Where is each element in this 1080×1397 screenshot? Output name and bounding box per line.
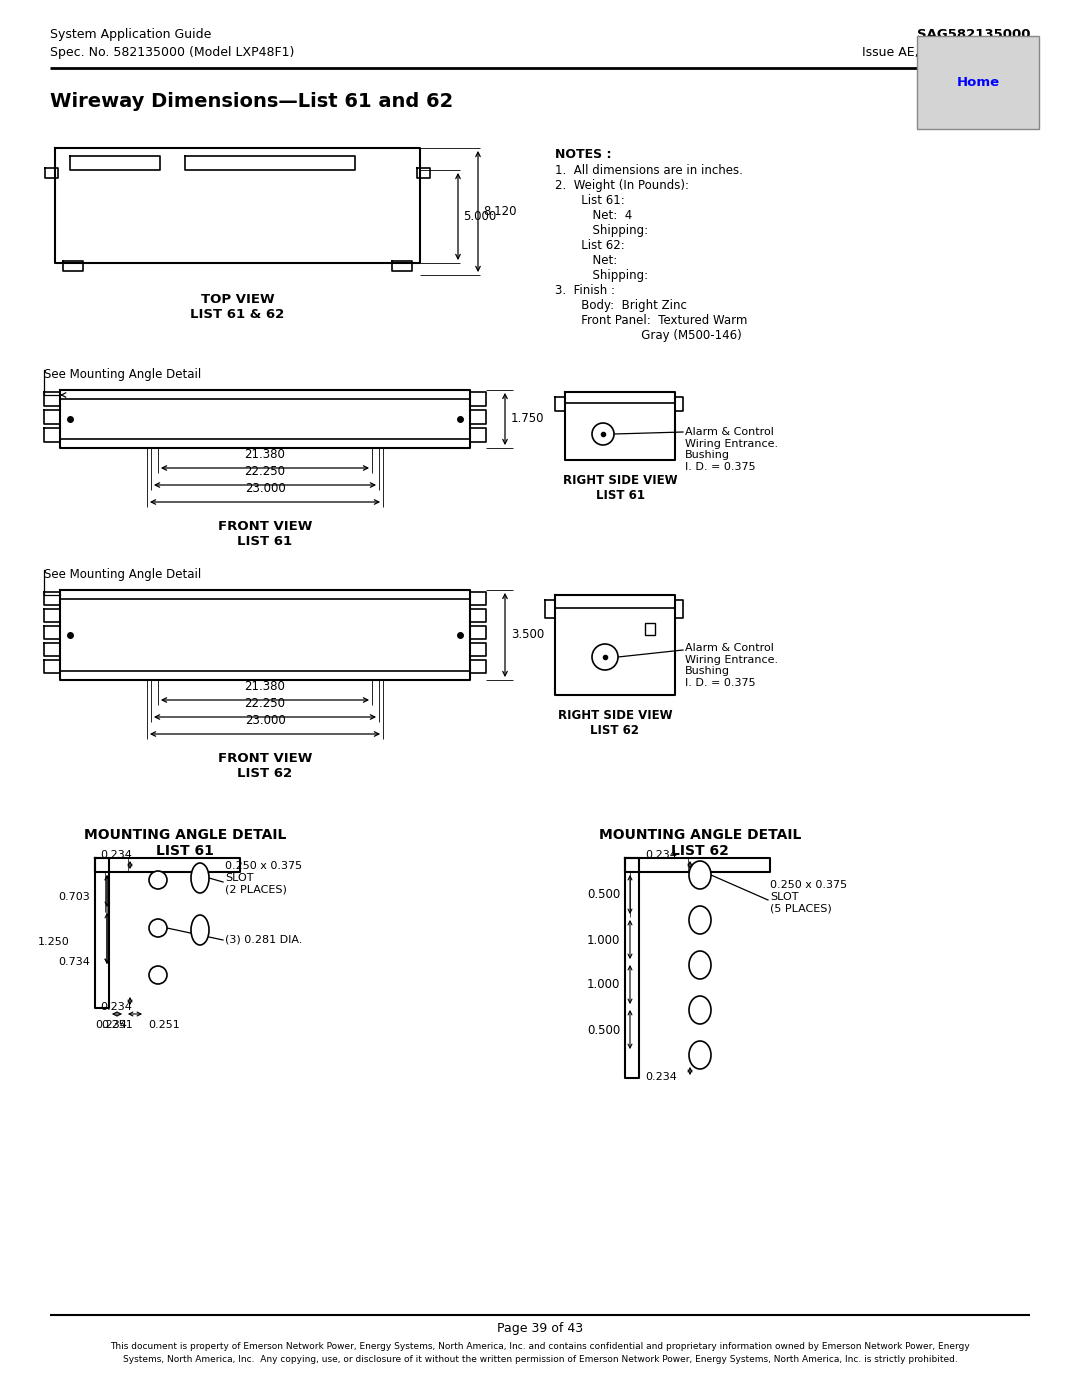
Text: TOP VIEW: TOP VIEW	[201, 293, 274, 306]
Text: (3) 0.281 DIA.: (3) 0.281 DIA.	[225, 935, 302, 944]
Text: LIST 62: LIST 62	[671, 844, 729, 858]
Text: LIST 61: LIST 61	[595, 489, 645, 502]
Text: 0.250 x 0.375
SLOT
(5 PLACES): 0.250 x 0.375 SLOT (5 PLACES)	[770, 880, 847, 914]
Text: 22.250: 22.250	[244, 465, 285, 478]
Ellipse shape	[689, 996, 711, 1024]
Text: 0.234: 0.234	[645, 849, 677, 861]
Text: List 62:: List 62:	[555, 239, 624, 251]
Text: MOUNTING ANGLE DETAIL: MOUNTING ANGLE DETAIL	[84, 828, 286, 842]
Text: Spec. No. 582135000 (Model LXP48F1): Spec. No. 582135000 (Model LXP48F1)	[50, 46, 295, 59]
Text: 3.  Finish :: 3. Finish :	[555, 284, 615, 298]
Text: 0.234: 0.234	[95, 1020, 126, 1030]
Text: Shipping:: Shipping:	[555, 270, 648, 282]
Text: Wireway Dimensions—List 61 and 62: Wireway Dimensions—List 61 and 62	[50, 92, 454, 110]
Text: Net:: Net:	[555, 254, 618, 267]
Text: 21.380: 21.380	[244, 448, 285, 461]
Ellipse shape	[689, 951, 711, 979]
Text: 21.380: 21.380	[244, 680, 285, 693]
Text: LIST 61 & 62: LIST 61 & 62	[190, 307, 285, 321]
Text: FRONT VIEW: FRONT VIEW	[218, 520, 312, 534]
Text: 0.251: 0.251	[148, 1020, 180, 1030]
Text: See Mounting Angle Detail: See Mounting Angle Detail	[44, 569, 201, 581]
Ellipse shape	[592, 644, 618, 671]
Ellipse shape	[689, 907, 711, 935]
Ellipse shape	[191, 915, 210, 944]
Text: 23.000: 23.000	[245, 482, 285, 495]
Text: This document is property of Emerson Network Power, Energy Systems, North Americ: This document is property of Emerson Net…	[110, 1343, 970, 1351]
Ellipse shape	[149, 919, 167, 937]
Text: 0.234: 0.234	[100, 849, 132, 861]
Text: 5.000: 5.000	[463, 210, 496, 224]
Text: System Application Guide: System Application Guide	[50, 28, 212, 41]
Text: 1.  All dimensions are in inches.: 1. All dimensions are in inches.	[555, 163, 743, 177]
Ellipse shape	[149, 870, 167, 888]
Text: LIST 62: LIST 62	[591, 724, 639, 738]
Text: Net:  4: Net: 4	[555, 210, 632, 222]
Text: MOUNTING ANGLE DETAIL: MOUNTING ANGLE DETAIL	[598, 828, 801, 842]
Text: 0.500: 0.500	[586, 1024, 620, 1037]
Text: 0.734: 0.734	[58, 957, 90, 967]
Text: Issue AE, January 31, 2007: Issue AE, January 31, 2007	[862, 46, 1030, 59]
Text: 0.500: 0.500	[586, 888, 620, 901]
Text: 0.250 x 0.375
SLOT
(2 PLACES): 0.250 x 0.375 SLOT (2 PLACES)	[225, 862, 302, 894]
Text: 3.500: 3.500	[511, 629, 544, 641]
Text: Alarm & Control
Wiring Entrance.
Bushing
I. D. = 0.375: Alarm & Control Wiring Entrance. Bushing…	[685, 643, 778, 687]
Text: LIST 61: LIST 61	[157, 844, 214, 858]
Text: LIST 61: LIST 61	[238, 535, 293, 548]
Ellipse shape	[689, 861, 711, 888]
Ellipse shape	[689, 1041, 711, 1069]
Text: See Mounting Angle Detail: See Mounting Angle Detail	[44, 367, 201, 381]
Text: LIST 62: LIST 62	[238, 767, 293, 780]
Ellipse shape	[592, 423, 615, 446]
Text: Front Panel:  Textured Warm: Front Panel: Textured Warm	[555, 314, 747, 327]
Text: List 61:: List 61:	[555, 194, 624, 207]
Text: Systems, North America, Inc.  Any copying, use, or disclosure of it without the : Systems, North America, Inc. Any copying…	[123, 1355, 957, 1363]
Text: 23.000: 23.000	[245, 714, 285, 726]
Ellipse shape	[149, 965, 167, 983]
Text: NOTES :: NOTES :	[555, 148, 611, 161]
Text: RIGHT SIDE VIEW: RIGHT SIDE VIEW	[557, 710, 673, 722]
Text: 1.000: 1.000	[586, 933, 620, 947]
Text: 0.234: 0.234	[645, 1071, 677, 1083]
Text: 0.251: 0.251	[102, 1020, 133, 1030]
Text: Home: Home	[957, 75, 1000, 89]
Ellipse shape	[191, 863, 210, 893]
Text: 22.250: 22.250	[244, 697, 285, 710]
Text: SAG582135000: SAG582135000	[917, 28, 1030, 41]
Text: FRONT VIEW: FRONT VIEW	[218, 752, 312, 766]
Text: 0.703: 0.703	[58, 893, 90, 902]
Text: 1.750: 1.750	[511, 412, 544, 426]
Text: 1.250: 1.250	[38, 937, 70, 947]
Text: 2.  Weight (In Pounds):: 2. Weight (In Pounds):	[555, 179, 689, 191]
Text: 0.234: 0.234	[100, 1002, 132, 1011]
Bar	[645, 623, 654, 636]
Text: 1.000: 1.000	[586, 978, 620, 992]
Text: Alarm & Control
Wiring Entrance.
Bushing
I. D. = 0.375: Alarm & Control Wiring Entrance. Bushing…	[685, 427, 778, 472]
Text: Gray (M500-146): Gray (M500-146)	[555, 330, 742, 342]
Text: Body:  Bright Zinc: Body: Bright Zinc	[555, 299, 687, 312]
Text: Page 39 of 43: Page 39 of 43	[497, 1322, 583, 1336]
Text: Shipping:: Shipping:	[555, 224, 648, 237]
Text: 8.120: 8.120	[483, 205, 516, 218]
Text: RIGHT SIDE VIEW: RIGHT SIDE VIEW	[563, 474, 677, 488]
